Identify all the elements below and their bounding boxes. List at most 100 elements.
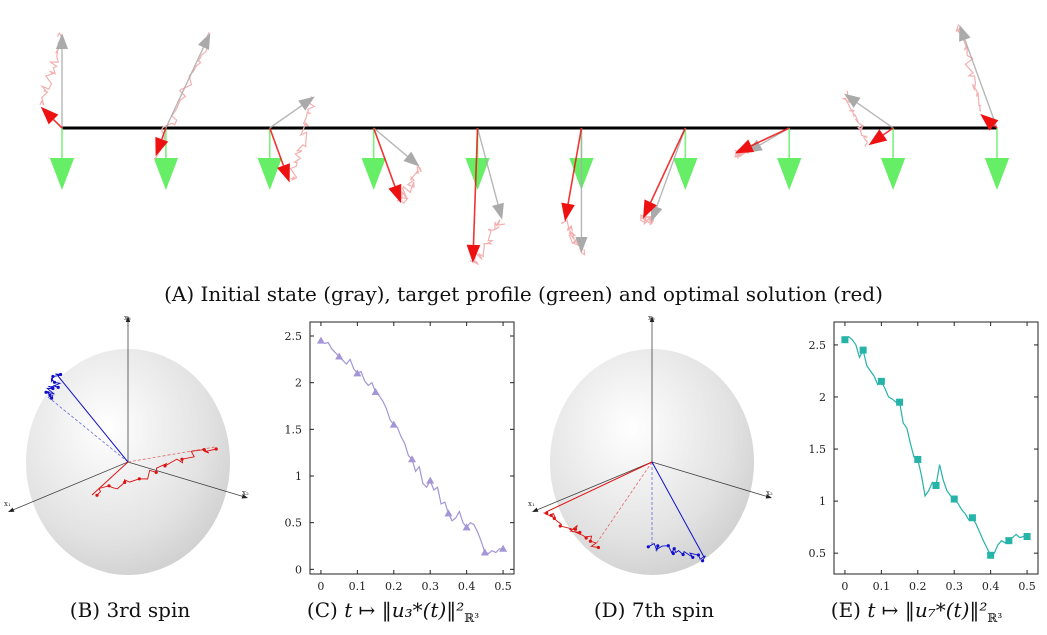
caption-e: (E) t ↦ ‖u₇*(t)‖²ℝ³ [786,598,1047,625]
optimal-arrow-9 [868,127,894,146]
state-vector-dot [214,447,218,451]
optimal-arrow-4 [372,127,402,204]
data-marker [987,551,995,559]
axis-label-x1: x₁ [4,500,11,508]
state-vector-dot [552,516,556,520]
target-arrow-4-head [361,158,386,190]
target-arrow-9-head [880,158,906,190]
optimal-arrow-8-head [734,139,755,154]
axis-label-x1: x₁ [528,500,535,508]
target-arrow-7 [673,128,698,190]
data-marker [444,509,453,517]
trajectory-trace-9 [841,90,869,147]
optimal-arrow-1 [40,106,63,129]
optimal-arrow-1-shaft [52,118,63,129]
axis-x1-shaft [13,461,129,511]
state-vector-dot [584,536,588,540]
data-marker [426,476,435,484]
caption-c-text: t ↦ ‖u₃*(t)‖² [344,598,465,622]
target-arrow-8 [777,128,802,190]
axis-x1 [8,461,129,512]
state-vector-dashed [595,461,653,545]
initial-arrow-4 [373,127,420,167]
optimal-arrow-2-head [155,136,169,157]
y-tick-label: 2 [819,391,826,404]
initial-arrow-5-head [492,202,504,220]
target-vector-dot [56,385,60,389]
state-vector-dot [596,545,600,550]
axis-x2-shaft [651,461,767,497]
optimal-arrow-5 [466,127,481,263]
x-tick-label: 0.5 [494,580,512,593]
initial-arrow-2-shaft [165,47,205,129]
y-tick-label: 1 [819,495,826,508]
y-tick-label: 2.5 [809,339,827,352]
state-vector-dot [573,527,578,531]
data-marker [877,377,885,385]
spin-chain-figure [39,24,1010,266]
target-vector-dot [691,555,695,559]
target-vector-dot [52,380,57,384]
optimal-arrow-6 [561,127,583,222]
y-tick-label: 0.5 [809,547,827,560]
target-arrow-3-head [257,158,282,190]
initial-arrow-10-head [959,24,971,42]
target-arrow-2 [153,128,179,190]
initial-arrow-7-head [650,204,663,222]
caption-b-text: 3rd spin [106,598,191,622]
trajectory-trace-4 [397,165,422,204]
x-tick-label: 0.1 [873,580,891,593]
target-arrow-4 [361,128,386,190]
axis-label-x2: x₂ [766,489,773,497]
data-marker [462,523,471,531]
state-vector-dot [545,511,549,515]
target-arrow-2-head [153,158,179,190]
target-vector [57,375,129,463]
target-vector-dot [59,372,63,377]
y-tick-label: 1.5 [285,423,303,436]
trajectory-trace-3 [289,96,316,182]
axis-x3 [649,316,655,462]
axis-x2-shaft [127,461,243,497]
y-tick-label: 0.5 [285,517,303,530]
x-tick-label: 0.3 [421,580,439,593]
target-vector-dashed [47,396,129,463]
x-tick-label: 0.4 [982,580,1000,593]
caption-b: (B) 3rd spin [40,598,220,622]
axis-x2-head [241,494,248,499]
optimal-arrow-7-shaft [649,127,687,203]
optimal-arrow-3-shaft [269,127,285,166]
axis-x2-head [765,494,772,499]
initial-arrow-2-head [197,32,211,50]
state-vector [545,461,653,513]
data-marker [896,398,904,406]
initial-arrow-1-head [55,33,69,49]
target-vector [651,461,705,558]
initial-arrow-6 [575,128,588,253]
caption-a: (A) Initial state (gray), target profile… [0,282,1047,306]
initial-arrow-9-shaft [856,102,894,129]
optimal-arrow-10-shaft [993,124,998,129]
state-vector-dot [588,539,592,543]
initial-arrow-5-shaft [476,127,499,205]
state-vector-dot [137,477,141,481]
optimal-arrow-3 [269,127,290,183]
caption-b-tag: (B) [69,598,101,622]
target-vector-dot [672,547,676,551]
axis-x3-head [649,316,655,322]
x-tick-label: 0 [317,580,324,593]
data-marker [499,544,508,552]
x-tick-label: 0.2 [385,580,403,593]
y-tick-label: 2 [295,377,302,390]
sphere-b-figure: x₃ x₁ x₂ [4,314,249,575]
target-vector-dot [671,551,675,556]
caption-e-tag: (E) [830,598,861,622]
initial-arrow-10-shaft [964,39,998,129]
axis-label-x3: x₃ [124,314,131,322]
target-arrow-8-head [777,158,802,190]
optimal-arrow-8-shaft [750,127,790,147]
axis-x1-shaft [537,461,653,511]
optimal-arrow-2-shaft [161,127,167,140]
target-vector-dot [646,545,650,549]
data-marker [353,369,362,377]
